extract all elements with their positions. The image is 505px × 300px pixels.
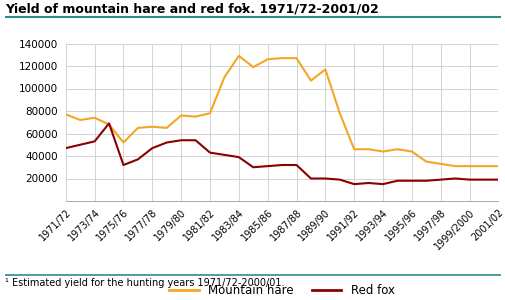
Text: ¹ Estimated yield for the hunting years 1971/72-2000/01.: ¹ Estimated yield for the hunting years … <box>5 278 284 287</box>
Legend: Mountain hare, Red fox: Mountain hare, Red fox <box>165 280 398 300</box>
Text: 1: 1 <box>239 3 245 12</box>
Text: Yield of mountain hare and red fox. 1971/72-2001/02: Yield of mountain hare and red fox. 1971… <box>5 3 378 16</box>
